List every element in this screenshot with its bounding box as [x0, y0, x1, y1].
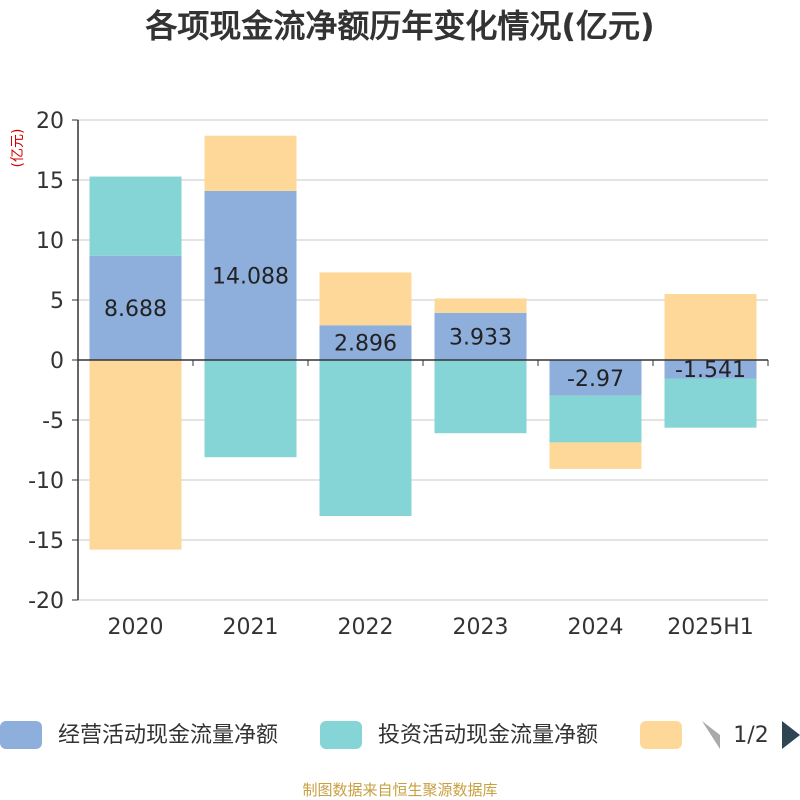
bar-2021-series-0: [204, 190, 297, 360]
bar-2024-series-0: [549, 360, 642, 396]
bar-2021-series-1: [204, 360, 297, 458]
prev-page-icon[interactable]: [702, 721, 720, 749]
y-tick-label: -20: [28, 589, 64, 614]
bar-2025H1-series-2: [664, 294, 757, 360]
legend-swatch-1: [320, 721, 362, 749]
y-tick-label: 15: [36, 169, 64, 194]
data-label: 2.896: [334, 332, 397, 357]
legend-swatch-0: [0, 721, 42, 749]
legend-pager: 1/2: [702, 721, 800, 749]
bar-2025H1-series-1: [664, 378, 757, 428]
data-label: 14.088: [212, 264, 289, 289]
legend-swatch-2: [640, 721, 682, 749]
legend-label-1: 投资活动现金流量净额: [378, 723, 598, 748]
x-tick-label: 2025H1: [667, 615, 754, 640]
y-tick-label: -10: [28, 469, 64, 494]
bar-2025H1-series-0: [664, 360, 757, 379]
bar-2022-series-2: [319, 272, 412, 326]
bar-2022-series-0: [319, 325, 412, 360]
legend-page-indicator: 1/2: [733, 723, 768, 748]
x-tick-label: 2022: [338, 615, 394, 640]
bar-2024-series-1: [549, 395, 642, 443]
y-tick-label: 20: [36, 109, 64, 134]
data-label: 8.688: [104, 297, 167, 322]
bar-2022-series-1: [319, 360, 412, 516]
y-tick-label: 5: [50, 289, 64, 314]
bar-2020-series-1: [89, 176, 182, 256]
x-tick-label: 2023: [453, 615, 509, 640]
bar-2020-series-2: [89, 360, 182, 550]
data-label: -1.541: [675, 358, 746, 383]
bar-2023-series-2: [434, 298, 527, 313]
axes: 20 15 10 5 0 -5 -10 -15 -20 2020 2021 2022 2023 2024 2…: [28, 109, 769, 640]
data-label: 3.933: [449, 325, 512, 350]
source-note: 制图数据来自恒生聚源数据库: [302, 781, 497, 799]
y-tick-label: 10: [36, 229, 64, 254]
data-labels: 8.688 14.088 2.896 3.933 -2.97 -1.541: [104, 264, 746, 391]
bar-2023-series-0: [434, 312, 527, 360]
bar-2021-series-2: [204, 135, 297, 191]
y-axis-unit: (亿元): [10, 129, 26, 168]
bar-2023-series-1: [434, 360, 527, 434]
chart-title: 各项现金流净额历年变化情况(亿元): [145, 7, 654, 45]
y-tick-label: -15: [28, 529, 64, 554]
y-tick-label: 0: [50, 349, 64, 374]
bar-2024-series-2: [549, 442, 642, 469]
data-label: -2.97: [567, 367, 624, 392]
y-tick-label: -5: [42, 409, 64, 434]
x-tick-label: 2020: [108, 615, 164, 640]
x-tick-label: 2021: [223, 615, 279, 640]
next-page-icon[interactable]: [782, 721, 800, 749]
bar-2020-series-0: [89, 255, 182, 360]
bars: [89, 135, 757, 550]
x-tick-label: 2024: [568, 615, 624, 640]
legend: 经营活动现金流量净额 投资活动现金流量净额: [0, 721, 682, 749]
legend-label-0: 经营活动现金流量净额: [58, 723, 278, 748]
